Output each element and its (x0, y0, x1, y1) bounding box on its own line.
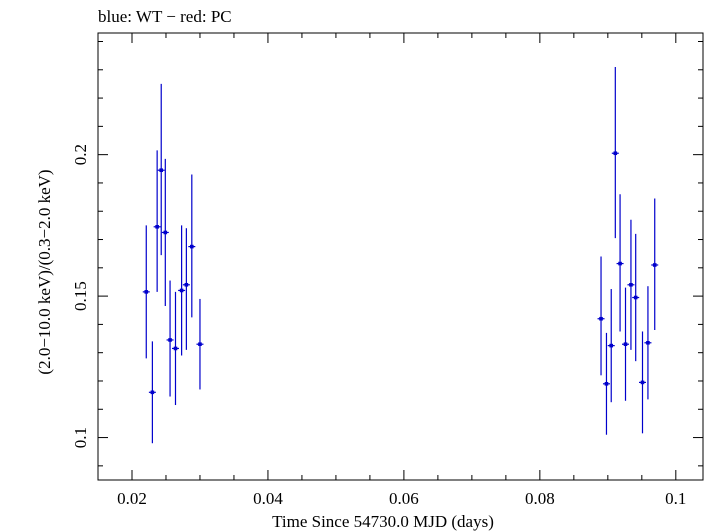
data-point (597, 256, 605, 376)
x-tick-label: 0.06 (389, 489, 419, 508)
x-tick-label: 0.04 (253, 489, 283, 508)
point-marker (629, 282, 633, 287)
point-marker (173, 346, 178, 351)
y-tick-label: 0.2 (71, 144, 90, 165)
data-point (148, 341, 156, 444)
plot-frame (97, 32, 704, 481)
point-marker (155, 224, 159, 229)
point-marker (163, 230, 168, 235)
data-point (607, 289, 615, 403)
point-marker (150, 390, 155, 395)
x-tick-label: 0.1 (665, 489, 686, 508)
point-marker (633, 295, 638, 300)
data-point (178, 225, 186, 356)
x-axis-label: Time Since 54730.0 MJD (days) (272, 512, 494, 531)
x-tick-label: 0.08 (525, 489, 555, 508)
point-marker (184, 282, 189, 287)
point-marker (640, 380, 645, 385)
point-marker (646, 340, 650, 345)
point-marker (618, 261, 622, 266)
point-marker (144, 290, 149, 294)
point-marker (613, 151, 618, 156)
data-point (639, 331, 646, 434)
point-marker (198, 342, 202, 347)
y-tick-label: 0.1 (71, 427, 90, 448)
data-point (153, 150, 161, 292)
x-axis: 0.02 0.04 0.06 0.08 0.1 (97, 33, 686, 508)
data-point (142, 225, 150, 359)
data-point (632, 233, 640, 362)
data-point (622, 287, 630, 401)
series-layer (142, 66, 659, 444)
point-marker (609, 343, 614, 348)
point-marker (599, 316, 603, 321)
data-point (171, 291, 179, 406)
data-point (166, 280, 174, 397)
data-point (182, 228, 190, 350)
point-marker (604, 382, 609, 386)
point-marker (190, 244, 194, 249)
data-point (644, 286, 652, 400)
y-axis-label: (2.0−10.0 keV)/(0.3−2.0 keV) (35, 169, 54, 374)
point-marker (168, 338, 172, 342)
point-marker (179, 288, 184, 293)
data-point (627, 219, 635, 350)
point-marker (652, 263, 657, 267)
data-point (188, 174, 196, 318)
y-tick-label: 0.15 (71, 281, 90, 311)
point-marker (159, 168, 164, 173)
data-point (651, 198, 659, 331)
data-point (616, 194, 624, 332)
data-point (161, 158, 169, 307)
data-point (196, 298, 204, 390)
chart-title: blue: WT − red: PC (98, 7, 232, 26)
data-point (611, 66, 619, 239)
data-point (157, 83, 165, 256)
point-marker (623, 342, 628, 347)
x-tick-label: 0.02 (117, 489, 147, 508)
y-axis: 0.1 0.15 0.2 (71, 40, 703, 467)
data-point (602, 332, 610, 435)
